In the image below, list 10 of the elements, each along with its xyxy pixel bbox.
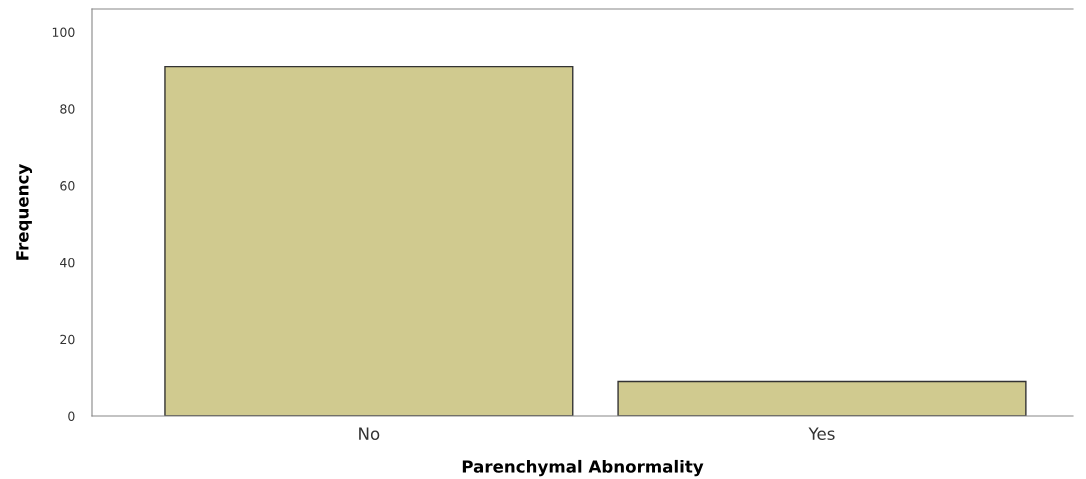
y-axis-title: Frequency (16, 164, 33, 260)
y-tick-label: 20 (60, 334, 75, 345)
y-tick-label: 40 (60, 257, 75, 268)
x-tick-label: No (359, 427, 380, 441)
y-tick-label: 100 (52, 27, 75, 37)
x-axis-title: Parenchymal Abnormality (462, 459, 704, 477)
y-tick-label: 80 (60, 104, 75, 114)
y-tick-label: 60 (60, 181, 75, 191)
y-tick-label: 0 (68, 411, 75, 421)
x-tick-label: Yes (808, 427, 835, 441)
